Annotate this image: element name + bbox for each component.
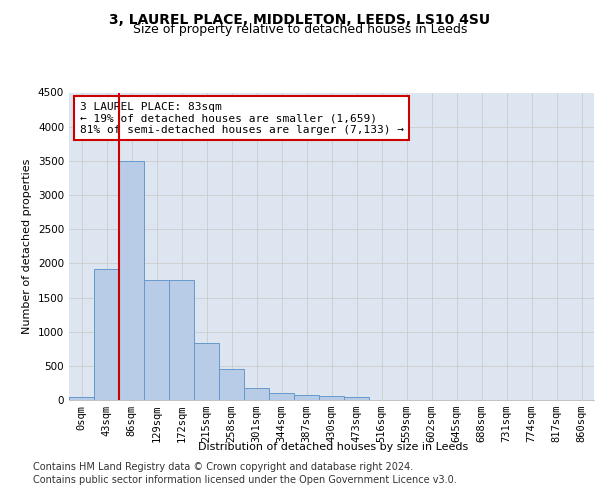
Text: Size of property relative to detached houses in Leeds: Size of property relative to detached ho… [133,22,467,36]
Bar [244,388,269,400]
Bar [119,161,144,400]
Bar [269,393,294,400]
Text: Distribution of detached houses by size in Leeds: Distribution of detached houses by size … [198,442,468,452]
Text: 3, LAUREL PLACE, MIDDLETON, LEEDS, LS10 4SU: 3, LAUREL PLACE, MIDDLETON, LEEDS, LS10 … [109,12,491,26]
Bar [344,396,369,400]
Bar [69,398,94,400]
Bar [319,396,344,400]
Y-axis label: Number of detached properties: Number of detached properties [22,158,32,334]
Text: Contains public sector information licensed under the Open Government Licence v3: Contains public sector information licen… [33,475,457,485]
Bar [94,269,119,400]
Bar [169,280,194,400]
Bar [194,342,219,400]
Text: Contains HM Land Registry data © Crown copyright and database right 2024.: Contains HM Land Registry data © Crown c… [33,462,413,472]
Bar [144,280,169,400]
Text: 3 LAUREL PLACE: 83sqm
← 19% of detached houses are smaller (1,659)
81% of semi-d: 3 LAUREL PLACE: 83sqm ← 19% of detached … [79,102,404,135]
Bar [294,394,319,400]
Bar [219,369,244,400]
